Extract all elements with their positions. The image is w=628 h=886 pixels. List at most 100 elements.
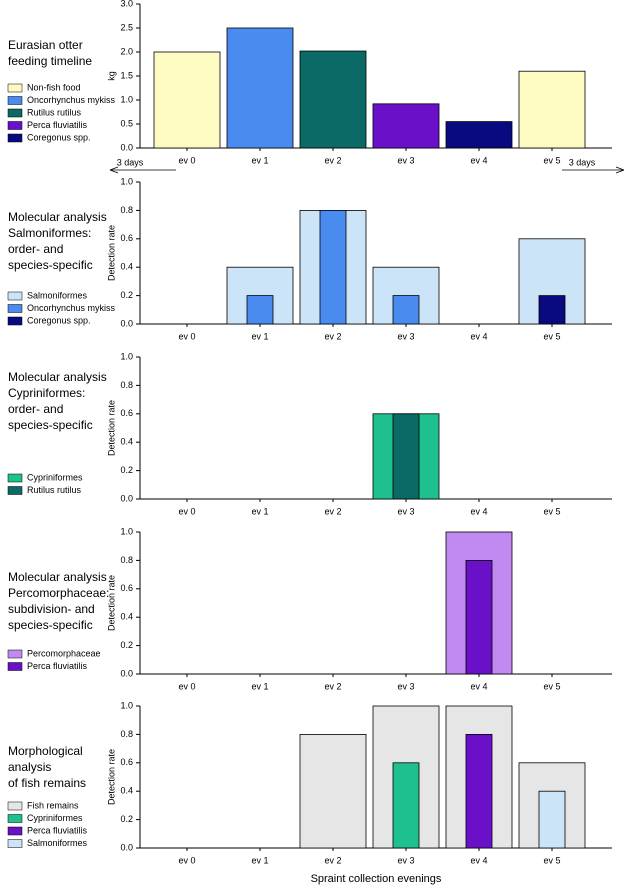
bar xyxy=(392,762,420,849)
x-tick-label: ev 4 xyxy=(470,506,487,516)
legend-swatch xyxy=(7,486,23,495)
y-axis-label: Detection rate xyxy=(106,575,116,631)
x-tick-label: ev 1 xyxy=(251,331,268,341)
bar xyxy=(299,50,367,149)
legend-swatch xyxy=(7,662,23,671)
bar xyxy=(518,70,586,149)
x-tick-label: ev 0 xyxy=(178,855,195,865)
y-axis-label: Detection rate xyxy=(106,749,116,805)
arrow-head xyxy=(109,166,119,174)
x-tick-label: ev 3 xyxy=(397,155,414,165)
y-axis-label: Detection rate xyxy=(106,400,116,456)
legend-swatch xyxy=(7,304,23,313)
y-tick-label: 1.0 xyxy=(120,94,133,104)
y-tick-label: 0.0 xyxy=(120,668,133,678)
panel-title: species-specific xyxy=(8,258,93,272)
y-tick-label: 2.5 xyxy=(120,22,133,32)
y-tick-label: 0.8 xyxy=(120,380,133,390)
legend-label: Salmoniformes xyxy=(27,838,88,848)
y-tick-label: 0.6 xyxy=(120,408,133,418)
panel-title: Morphological xyxy=(8,744,83,758)
x-tick-label: ev 4 xyxy=(470,331,487,341)
legend-swatch xyxy=(7,133,23,143)
legend-label: Coregonus spp. xyxy=(27,132,91,142)
y-tick-label: 0.0 xyxy=(120,493,133,503)
legend-swatch xyxy=(7,649,23,659)
legend-swatch xyxy=(7,316,23,326)
x-tick-label: ev 5 xyxy=(543,155,560,165)
x-tick-label: ev 3 xyxy=(397,681,414,691)
bar xyxy=(445,121,513,149)
x-tick-label: ev 2 xyxy=(324,506,341,516)
legend-swatch xyxy=(7,108,23,118)
x-tick-label: ev 4 xyxy=(470,155,487,165)
legend-label: Cypriniformes xyxy=(27,472,83,482)
x-tick-label: ev 1 xyxy=(251,681,268,691)
legend-swatch xyxy=(7,83,23,93)
x-tick-label: ev 4 xyxy=(470,855,487,865)
legend-swatch xyxy=(7,96,23,105)
y-tick-label: 0.2 xyxy=(120,465,133,475)
y-tick-label: 1.5 xyxy=(120,70,133,80)
y-tick-label: 1.0 xyxy=(120,700,133,710)
legend-label: Coregonus spp. xyxy=(27,315,91,325)
annotation: 3 days xyxy=(117,157,144,167)
legend-swatch xyxy=(7,121,23,130)
legend-swatch xyxy=(7,473,23,483)
panel-title: order- and xyxy=(8,242,63,256)
legend-label: Rutilus rutilus xyxy=(27,485,82,495)
bar xyxy=(538,295,566,325)
legend-label: Perca fluviatilis xyxy=(27,825,88,835)
y-tick-label: 0.4 xyxy=(120,437,133,447)
x-tick-label: ev 1 xyxy=(251,855,268,865)
y-tick-label: 0.6 xyxy=(120,233,133,243)
y-tick-label: 0.0 xyxy=(120,842,133,852)
bar xyxy=(299,734,367,849)
bar xyxy=(392,413,420,500)
legend-label: Perca fluviatilis xyxy=(27,120,88,130)
x-tick-label: ev 0 xyxy=(178,681,195,691)
y-axis-label: kg xyxy=(106,71,116,81)
bar xyxy=(319,209,347,325)
bar xyxy=(538,790,566,849)
panel-title: order- and xyxy=(8,402,63,416)
y-tick-label: 0.0 xyxy=(120,318,133,328)
y-tick-label: 0.2 xyxy=(120,814,133,824)
y-tick-label: 0.2 xyxy=(120,290,133,300)
panel-title: Molecular analysis xyxy=(8,210,107,224)
legend-swatch xyxy=(7,814,23,823)
x-tick-label: ev 2 xyxy=(324,331,341,341)
x-tick-label: ev 0 xyxy=(178,331,195,341)
bar xyxy=(246,295,274,325)
panel-title: Cypriniformes: xyxy=(8,386,85,400)
legend-label: Oncorhynchus mykiss xyxy=(27,303,116,313)
legend-label: Fish remains xyxy=(27,800,79,810)
y-tick-label: 0.8 xyxy=(120,205,133,215)
y-tick-label: 0.5 xyxy=(120,118,133,128)
y-tick-label: 1.0 xyxy=(120,526,133,536)
bar xyxy=(153,51,221,149)
panel-title: Percomorphaceae: xyxy=(8,586,109,600)
y-tick-label: 0.2 xyxy=(120,640,133,650)
y-tick-label: 0.8 xyxy=(120,729,133,739)
legend-label: Non-fish food xyxy=(27,82,81,92)
legend-label: Percomorphaceae xyxy=(27,648,101,658)
x-tick-label: ev 5 xyxy=(543,331,560,341)
panel-title: Molecular analysis xyxy=(8,570,107,584)
x-tick-label: ev 2 xyxy=(324,155,341,165)
x-tick-label: ev 1 xyxy=(251,155,268,165)
legend-label: Salmoniformes xyxy=(27,290,88,300)
panel-title: species-specific xyxy=(8,418,93,432)
legend-swatch xyxy=(7,291,23,301)
x-tick-label: ev 5 xyxy=(543,681,560,691)
x-tick-label: ev 3 xyxy=(397,331,414,341)
y-tick-label: 0.4 xyxy=(120,786,133,796)
panel-title: Eurasian otter xyxy=(8,38,83,52)
x-tick-label: ev 0 xyxy=(178,155,195,165)
panel-title: species-specific xyxy=(8,618,93,632)
bar xyxy=(392,295,420,325)
bar xyxy=(372,103,440,149)
x-tick-label: ev 5 xyxy=(543,506,560,516)
x-tick-label: ev 3 xyxy=(397,506,414,516)
